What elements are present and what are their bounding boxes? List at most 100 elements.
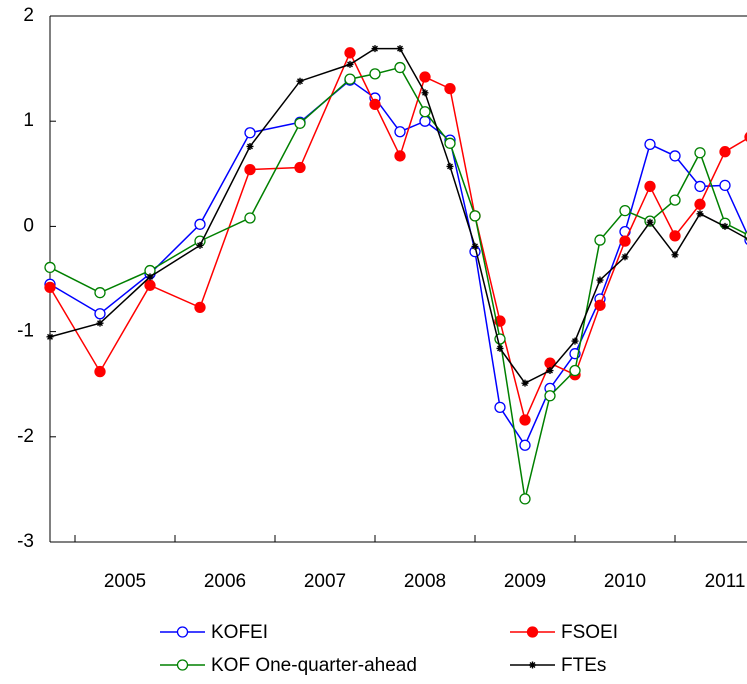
marker bbox=[694, 198, 706, 210]
marker bbox=[669, 150, 681, 162]
marker-shape bbox=[596, 276, 604, 284]
plot-area bbox=[44, 45, 747, 505]
marker bbox=[519, 439, 531, 451]
marker bbox=[721, 222, 729, 230]
marker bbox=[419, 71, 431, 83]
y-tick-label: -1 bbox=[17, 321, 34, 342]
marker bbox=[621, 253, 629, 261]
marker bbox=[346, 60, 354, 68]
marker-shape bbox=[671, 251, 679, 259]
marker bbox=[644, 138, 656, 150]
marker bbox=[419, 106, 431, 118]
marker bbox=[296, 77, 304, 85]
marker-shape bbox=[296, 77, 304, 85]
marker bbox=[594, 299, 606, 311]
marker-shape bbox=[396, 45, 404, 53]
legend-label: KOF One-quarter-ahead bbox=[211, 655, 417, 676]
marker bbox=[369, 68, 381, 80]
marker-shape bbox=[446, 162, 454, 170]
marker bbox=[419, 115, 431, 127]
marker bbox=[369, 98, 381, 111]
marker bbox=[496, 344, 504, 352]
marker bbox=[529, 661, 536, 669]
marker-shape bbox=[571, 337, 579, 345]
marker bbox=[44, 261, 56, 274]
series-line bbox=[49, 51, 747, 423]
marker bbox=[394, 126, 406, 138]
marker-shape bbox=[196, 241, 204, 249]
marker bbox=[246, 142, 254, 150]
marker bbox=[619, 204, 631, 217]
marker bbox=[244, 212, 256, 224]
marker-shape bbox=[146, 273, 154, 281]
marker-shape bbox=[371, 45, 379, 53]
marker bbox=[546, 367, 554, 375]
marker bbox=[569, 364, 581, 377]
marker bbox=[94, 365, 106, 378]
marker bbox=[444, 137, 456, 149]
marker bbox=[294, 117, 306, 129]
y-tick-label: -3 bbox=[17, 531, 34, 552]
legend-label: KOFEI bbox=[211, 622, 268, 643]
marker bbox=[669, 194, 681, 206]
marker bbox=[694, 180, 706, 193]
marker bbox=[669, 230, 681, 242]
marker bbox=[244, 163, 256, 176]
legend-label: FTEs bbox=[561, 655, 606, 676]
marker bbox=[96, 319, 104, 327]
y-tick-label: 1 bbox=[23, 110, 34, 131]
marker bbox=[519, 414, 531, 426]
y-tick-label: 2 bbox=[23, 5, 34, 26]
y-tick-label: -2 bbox=[17, 426, 34, 447]
marker bbox=[719, 179, 731, 192]
marker bbox=[294, 161, 306, 174]
x-tick-label: 2007 bbox=[304, 571, 346, 592]
marker bbox=[371, 45, 379, 53]
series-line bbox=[49, 47, 747, 385]
marker-shape bbox=[721, 222, 729, 230]
legend-label: FSOEI bbox=[561, 622, 618, 643]
marker bbox=[46, 333, 54, 341]
marker bbox=[594, 234, 606, 246]
marker bbox=[394, 150, 406, 162]
marker bbox=[671, 251, 679, 259]
marker bbox=[176, 659, 189, 671]
marker-shape bbox=[421, 89, 429, 97]
marker bbox=[44, 281, 56, 294]
marker-shape bbox=[496, 344, 504, 352]
x-tick-label: 2008 bbox=[404, 571, 446, 592]
marker bbox=[421, 89, 429, 97]
marker-shape bbox=[646, 218, 654, 226]
marker bbox=[619, 235, 631, 247]
y-tick-label: 0 bbox=[23, 215, 34, 236]
marker-shape bbox=[96, 319, 104, 327]
marker-shape bbox=[521, 379, 529, 387]
x-tick-label: 2009 bbox=[504, 571, 546, 592]
marker bbox=[696, 210, 704, 218]
marker bbox=[396, 45, 404, 53]
x-tick-label: 2005 bbox=[104, 571, 146, 592]
marker bbox=[644, 180, 656, 193]
marker-shape bbox=[346, 60, 354, 68]
marker bbox=[596, 276, 604, 284]
marker bbox=[144, 279, 156, 291]
marker bbox=[494, 401, 506, 413]
marker bbox=[521, 379, 529, 387]
x-tick-label: 2006 bbox=[204, 571, 246, 592]
marker bbox=[146, 273, 154, 281]
marker bbox=[646, 218, 654, 226]
legend: KOFEI FSOEI KOF One-quarter-ahead FTEs bbox=[160, 622, 618, 676]
marker bbox=[444, 82, 456, 95]
marker bbox=[194, 218, 206, 230]
x-tick-label: 2011 bbox=[705, 571, 746, 592]
marker-shape bbox=[696, 210, 704, 218]
marker-shape bbox=[246, 142, 254, 150]
marker bbox=[244, 127, 256, 139]
marker bbox=[194, 301, 206, 314]
marker-shape bbox=[546, 367, 554, 375]
marker-shape bbox=[471, 242, 479, 250]
marker bbox=[526, 626, 539, 638]
marker bbox=[519, 493, 531, 505]
marker bbox=[571, 337, 579, 345]
